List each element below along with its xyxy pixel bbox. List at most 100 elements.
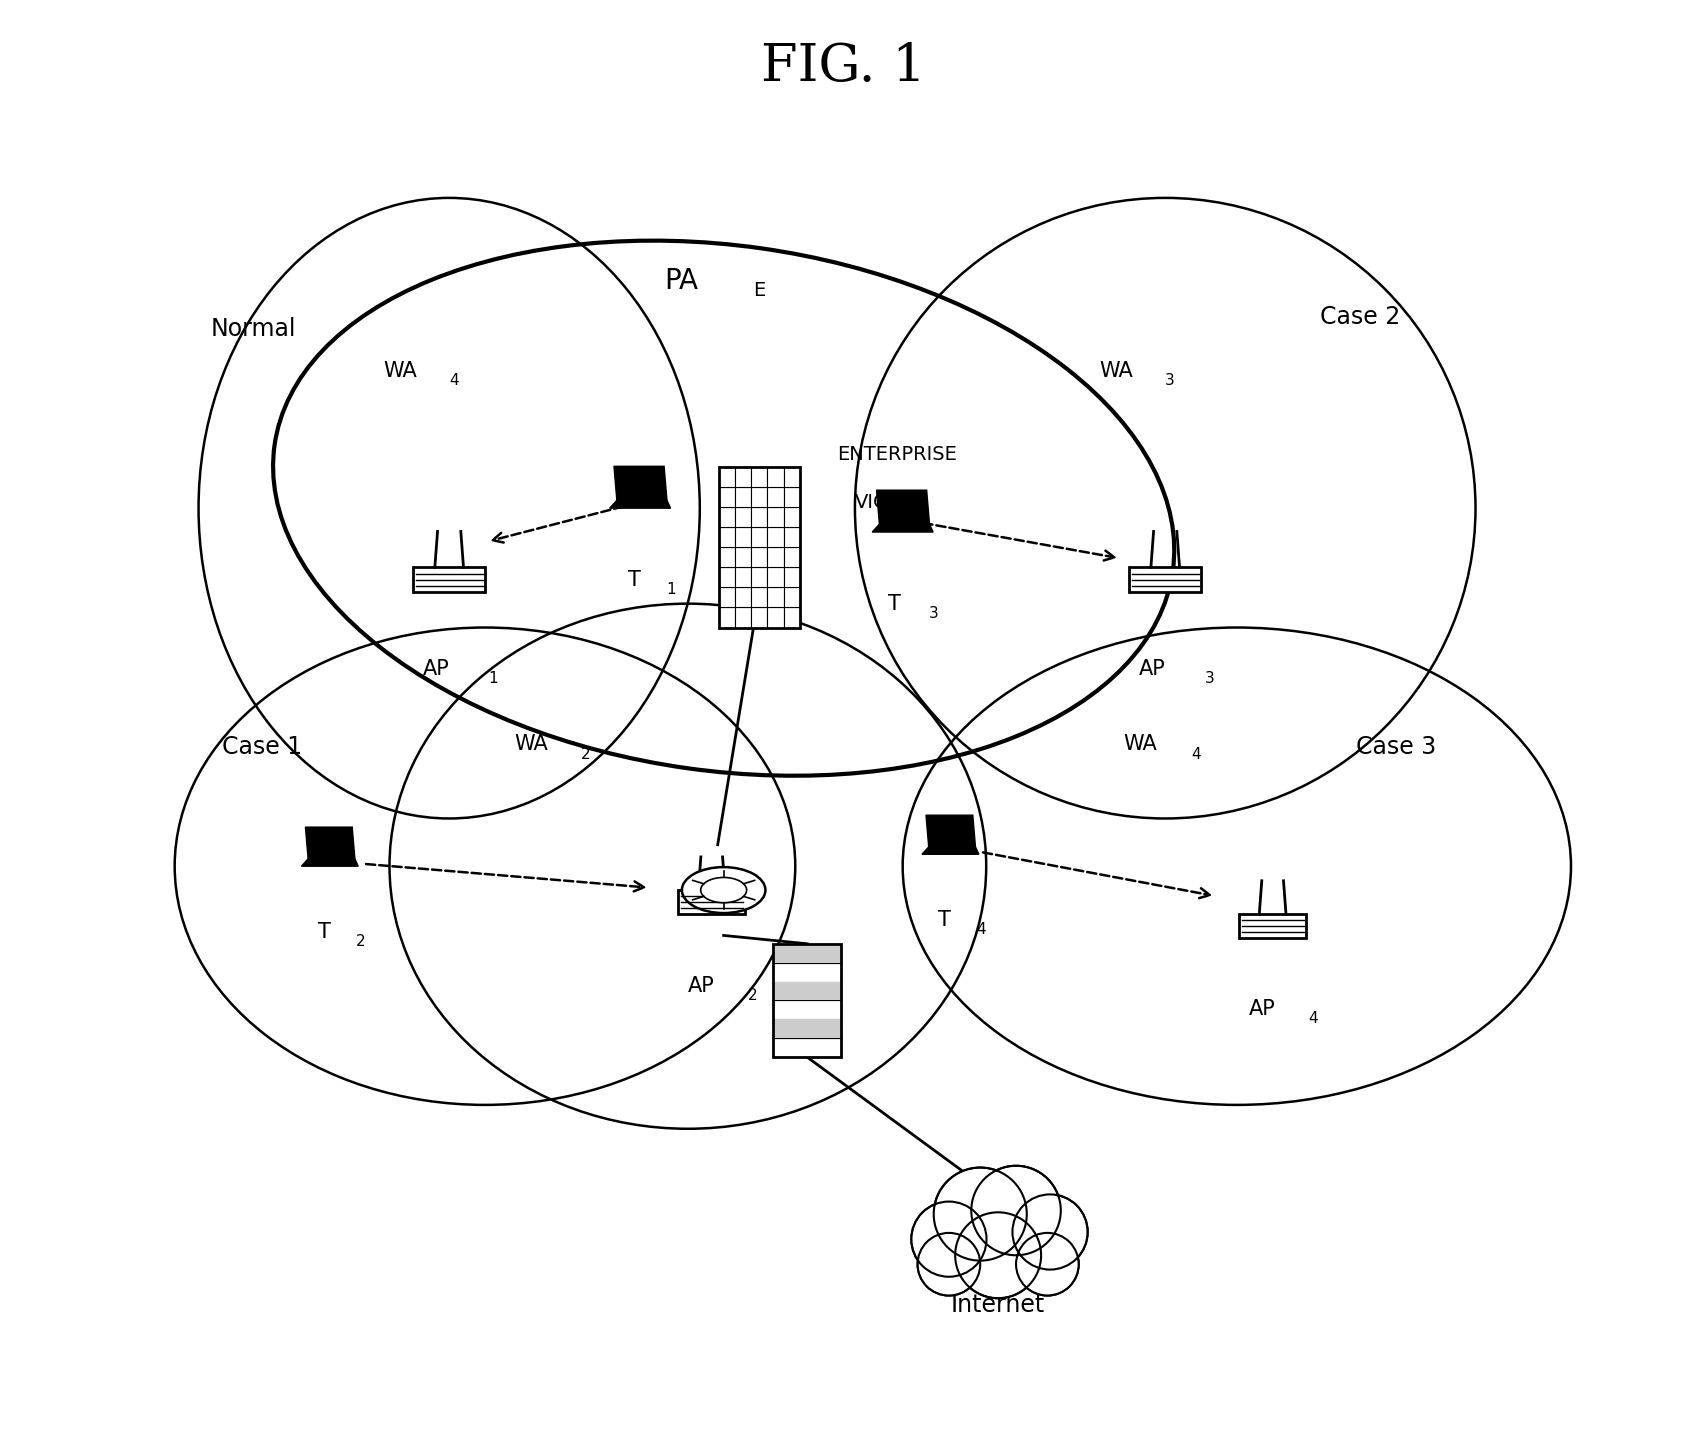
Text: WA: WA [1123,735,1157,755]
Bar [767,467,784,487]
Bar [752,508,767,528]
Bar [720,528,735,548]
Bar [735,548,752,567]
Bar [784,607,799,628]
Bar [784,467,799,487]
Polygon shape [926,816,976,847]
Text: T: T [319,923,330,941]
Bar [784,548,799,567]
Text: AP: AP [1140,659,1165,680]
Text: 3: 3 [1204,671,1214,687]
Text: PA: PA [664,268,698,295]
Text: ENTERPRISE: ENTERPRISE [836,445,958,464]
Bar [784,487,799,508]
Bar [774,1001,841,1019]
FancyBboxPatch shape [1130,567,1200,593]
Text: 4: 4 [976,923,986,937]
Text: T: T [939,910,951,930]
Text: AP: AP [1249,999,1276,1019]
Circle shape [912,1202,986,1277]
Text: Internet: Internet [951,1293,1045,1317]
Bar [720,487,735,508]
Text: 4: 4 [1308,1011,1318,1027]
Bar [774,944,841,963]
Bar [774,982,841,1001]
Text: Case 1: Case 1 [223,735,302,759]
Circle shape [973,1168,1059,1254]
Text: 4: 4 [1192,746,1200,762]
Ellipse shape [681,868,765,912]
Circle shape [936,1170,1025,1258]
Bar [784,587,799,607]
Bar [752,567,767,587]
Text: T: T [889,594,902,613]
Circle shape [934,1167,1027,1261]
Polygon shape [877,490,929,525]
Text: AP: AP [688,976,715,995]
Bar [752,587,767,607]
Bar [752,528,767,548]
FancyBboxPatch shape [678,891,745,914]
Bar [767,548,784,567]
Circle shape [956,1212,1042,1299]
Circle shape [1015,1196,1086,1268]
Bar [767,508,784,528]
Polygon shape [614,466,668,500]
Text: Case 3: Case 3 [1356,735,1436,759]
Circle shape [958,1215,1039,1296]
Bar [720,607,735,628]
Ellipse shape [701,878,747,902]
Bar [735,508,752,528]
Text: T: T [629,570,641,590]
Polygon shape [302,859,357,866]
Bar [752,487,767,508]
Bar [752,467,767,487]
Text: Case 2: Case 2 [1320,305,1401,330]
Polygon shape [922,847,980,855]
Circle shape [971,1165,1060,1255]
Bar [774,1019,841,1038]
FancyBboxPatch shape [413,567,486,593]
Bar [735,607,752,628]
Text: E: E [754,282,765,301]
Bar [767,528,784,548]
Text: 2: 2 [580,746,590,762]
Bar [752,548,767,567]
Text: WA: WA [514,735,548,755]
Circle shape [914,1203,985,1275]
Text: 2: 2 [356,934,366,949]
Text: 3: 3 [1165,373,1175,388]
Text: 3: 3 [929,606,939,620]
Bar [767,567,784,587]
Circle shape [1018,1235,1077,1294]
Bar [735,587,752,607]
Bar [774,944,841,963]
Text: 4: 4 [448,373,459,388]
Bar [752,607,767,628]
Bar [784,528,799,548]
Polygon shape [610,500,671,508]
Text: VICTIM: VICTIM [855,493,922,512]
Bar [735,467,752,487]
Text: 1: 1 [489,671,497,687]
Text: WA: WA [383,362,416,380]
Bar [720,508,735,528]
Bar [784,508,799,528]
Polygon shape [305,827,354,859]
Text: 1: 1 [666,581,676,597]
Text: FIG. 1: FIG. 1 [760,40,926,93]
Bar [767,607,784,628]
Circle shape [917,1233,980,1296]
Bar [735,567,752,587]
Circle shape [919,1235,978,1294]
Bar [720,548,735,567]
Bar [735,487,752,508]
Text: AP: AP [423,659,450,680]
Bar [774,982,841,1001]
Text: Normal: Normal [211,317,297,341]
Circle shape [1013,1194,1087,1270]
Bar [774,944,841,1057]
Circle shape [1017,1233,1079,1296]
Bar [735,528,752,548]
Bar [720,467,735,487]
